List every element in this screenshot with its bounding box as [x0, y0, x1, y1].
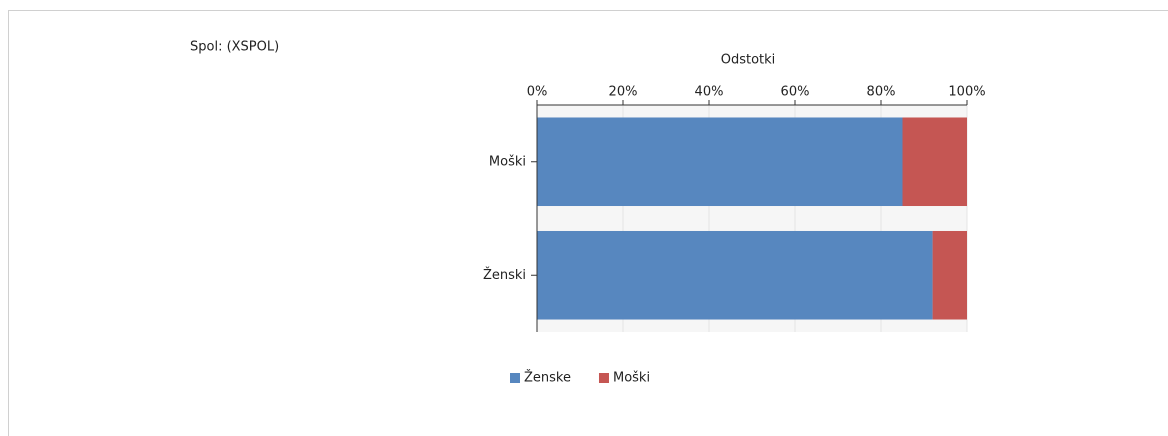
- axis-title: Odstotki: [721, 53, 776, 68]
- legend-swatch: [510, 373, 520, 383]
- section-label: Spol: (XSPOL): [190, 40, 279, 55]
- bar: [537, 117, 903, 207]
- x-tick-label: 60%: [781, 85, 810, 100]
- bar: [932, 230, 967, 320]
- x-tick-label: 80%: [867, 85, 896, 100]
- x-tick-label: 100%: [948, 85, 985, 100]
- legend-swatch: [598, 373, 609, 383]
- y-tick-label: Moški: [489, 154, 526, 169]
- bar: [537, 230, 933, 320]
- x-tick-label: 0%: [527, 85, 548, 100]
- x-tick-label: 40%: [695, 85, 724, 100]
- bar: [902, 117, 967, 207]
- x-tick-label: 20%: [609, 85, 638, 100]
- legend-label: Ženske: [524, 370, 571, 386]
- y-tick-label: Ženski: [483, 267, 526, 283]
- legend-label: Moški: [613, 371, 650, 386]
